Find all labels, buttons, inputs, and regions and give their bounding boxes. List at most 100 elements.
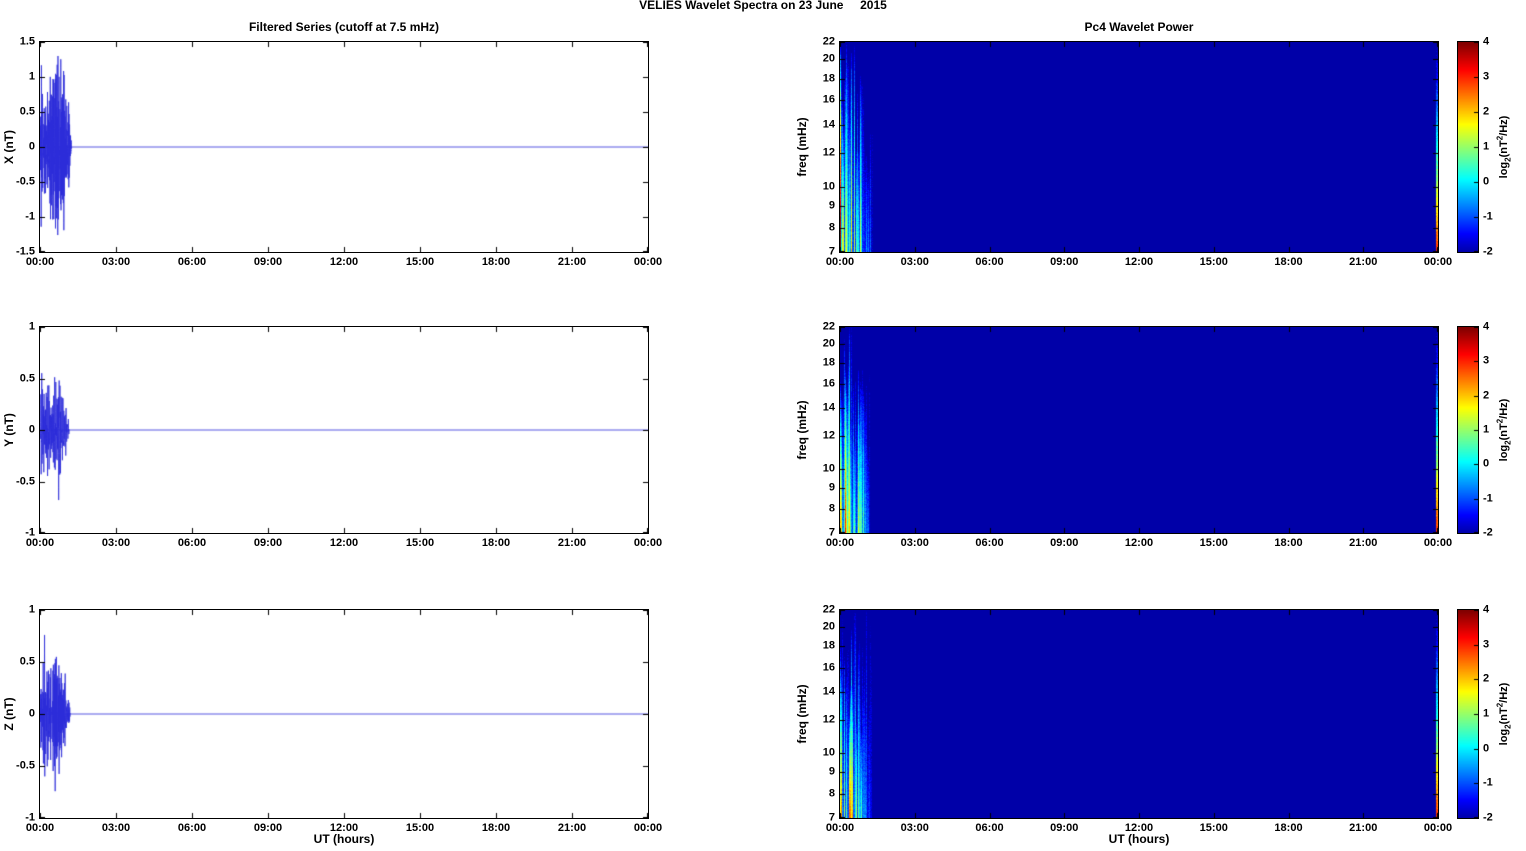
x-series-ylabel: X (nT) (2, 130, 17, 164)
x-tick-label: 00:00 (25, 256, 55, 268)
x-tick-label: 09:00 (1050, 537, 1079, 549)
x-tick-label: 15:00 (405, 822, 435, 834)
freq-tick-label: 14 (822, 685, 835, 698)
x-filtered-series-canvas (40, 42, 648, 252)
freq-tick-label: 20 (822, 620, 835, 633)
colorbar-tick-label: -1 (1483, 492, 1493, 505)
x-tick-label: 09:00 (253, 256, 283, 268)
x-tick-label: 15:00 (1199, 537, 1228, 549)
right-xaxis-label: UT (hours) (1108, 832, 1170, 846)
x-tick-label: 06:00 (975, 822, 1004, 834)
x-tick-label: 21:00 (557, 537, 587, 549)
x-wavelet-power-panel (839, 41, 1439, 253)
y-tick-label: -0.5 (16, 175, 35, 188)
colorbar-tick-label: 2 (1483, 673, 1490, 686)
x-tick-label: 03:00 (900, 537, 929, 549)
freq-tick-label: 12 (822, 429, 835, 442)
colorbar-tick-label: 3 (1483, 70, 1490, 83)
x-tick-label: 06:00 (975, 256, 1004, 268)
x-wavelet-ylabel: freq (mHz) (795, 117, 810, 177)
colorbar-tick-label: 0 (1483, 458, 1490, 471)
x-tick-label: 00:00 (633, 256, 663, 268)
x-tick-label: 12:00 (329, 822, 359, 834)
freq-tick-label: 8 (828, 221, 835, 234)
freq-tick-label: 12 (822, 146, 835, 159)
freq-tick-label: 22 (822, 320, 835, 333)
colorbar-label-pre: log (1498, 728, 1511, 746)
freq-tick-label: 14 (822, 118, 835, 131)
colorbar-tick-label: -2 (1483, 811, 1493, 824)
freq-tick-label: 18 (822, 356, 835, 369)
x-tick-label: 00:00 (633, 537, 663, 549)
z-filtered-series-panel (39, 609, 649, 819)
colorbar-tick-label: 2 (1483, 105, 1490, 118)
x-tick-label: 06:00 (177, 822, 207, 834)
freq-tick-label: 7 (828, 245, 835, 258)
y-tick-label: -1 (25, 210, 35, 223)
freq-tick-label: 16 (822, 661, 835, 674)
x-tick-label: 00:00 (1423, 256, 1453, 268)
z-series-ylabel: Z (nT) (2, 697, 17, 731)
y-tick-label: 1 (28, 603, 35, 616)
y-wavelet-power-canvas (840, 327, 1438, 533)
z-wavelet-power-canvas (840, 610, 1438, 818)
freq-tick-label: 14 (822, 401, 835, 414)
z-wavelet-power-panel (839, 609, 1439, 819)
x-tick-label: 21:00 (1349, 537, 1378, 549)
z-wavelet-ylabel: freq (mHz) (795, 684, 810, 744)
colorbar-tick-label: 0 (1483, 742, 1490, 755)
x-tick-label: 03:00 (101, 256, 131, 268)
x-tick-label: 12:00 (329, 537, 359, 549)
freq-tick-label: 16 (822, 94, 835, 107)
colorbar-label-sup: 2 (1495, 702, 1505, 708)
y-tick-label: 0 (28, 140, 35, 153)
x-tick-label: 12:00 (1124, 537, 1154, 549)
y-tick-label: 0.5 (19, 372, 35, 385)
colorbar-tick-label: 0 (1483, 175, 1490, 188)
colorbar-label-post: /Hz) (1498, 398, 1511, 419)
y-tick-label: 0.5 (19, 105, 35, 118)
colorbar-tick-label: -1 (1483, 210, 1493, 223)
freq-tick-label: 18 (822, 72, 835, 85)
x-filtered-series-panel (39, 41, 649, 253)
colorbar-label-mid: (nT (1498, 707, 1511, 725)
x-tick-label: 00:00 (1423, 537, 1453, 549)
x-tick-label: 21:00 (557, 256, 587, 268)
x-tick-label: 00:00 (25, 537, 55, 549)
x-tick-label: 21:00 (1349, 822, 1378, 834)
colorbar-1-canvas (1458, 42, 1478, 252)
colorbar-label-sup: 2 (1495, 418, 1505, 424)
x-tick-label: 18:00 (1274, 256, 1303, 268)
x-tick-label: 06:00 (177, 537, 207, 549)
filtered-series-title: Filtered Series (cutoff at 7.5 mHz) (248, 20, 440, 34)
freq-tick-label: 9 (828, 199, 835, 212)
freq-tick-label: 8 (828, 502, 835, 515)
colorbar-label-pre: log (1498, 161, 1511, 179)
x-tick-label: 12:00 (1124, 822, 1154, 834)
y-tick-label: 0 (28, 707, 35, 720)
y-tick-label: -1 (25, 526, 35, 539)
colorbar-1 (1457, 41, 1479, 253)
colorbar-tick-label: 4 (1483, 320, 1490, 333)
colorbar-2-canvas (1458, 327, 1478, 533)
x-wavelet-power-canvas (840, 42, 1438, 252)
x-tick-label: 00:00 (25, 822, 55, 834)
left-xaxis-label: UT (hours) (313, 832, 375, 846)
x-tick-label: 15:00 (1199, 822, 1228, 834)
freq-tick-label: 12 (822, 713, 835, 726)
x-tick-label: 03:00 (101, 822, 131, 834)
freq-tick-label: 7 (828, 811, 835, 824)
x-tick-label: 06:00 (975, 537, 1004, 549)
figure-title: VELIES Wavelet Spectra on 23 June 2015 (639, 0, 887, 12)
colorbar-3-label: log2(nT2/Hz) (1495, 683, 1512, 746)
x-tick-label: 21:00 (1349, 256, 1378, 268)
x-tick-label: 06:00 (177, 256, 207, 268)
x-tick-label: 09:00 (253, 822, 283, 834)
x-tick-label: 18:00 (1274, 537, 1303, 549)
freq-tick-label: 22 (822, 35, 835, 48)
colorbar-tick-label: 3 (1483, 355, 1490, 368)
x-tick-label: 18:00 (481, 537, 511, 549)
x-tick-label: 00:00 (1423, 822, 1453, 834)
colorbar-tick-label: 1 (1483, 707, 1490, 720)
x-tick-label: 15:00 (1199, 256, 1228, 268)
